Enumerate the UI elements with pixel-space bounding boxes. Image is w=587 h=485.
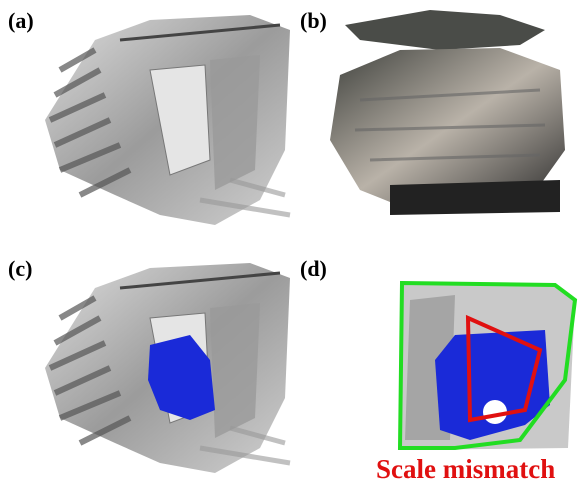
panel-b: (b) bbox=[300, 8, 565, 215]
figure: (a) (b) (c) (d) Scale mismatch bbox=[0, 0, 587, 485]
annotation: Scale mismatch bbox=[376, 454, 555, 484]
panel-label: (d) bbox=[300, 256, 327, 281]
panel-label: (a) bbox=[8, 8, 34, 33]
panel-d: (d) Scale mismatch bbox=[300, 256, 575, 484]
panel-label: (b) bbox=[300, 8, 327, 33]
panel-a: (a) bbox=[8, 8, 290, 225]
panel-c: (c) bbox=[8, 256, 290, 473]
panel-label: (c) bbox=[8, 256, 32, 281]
